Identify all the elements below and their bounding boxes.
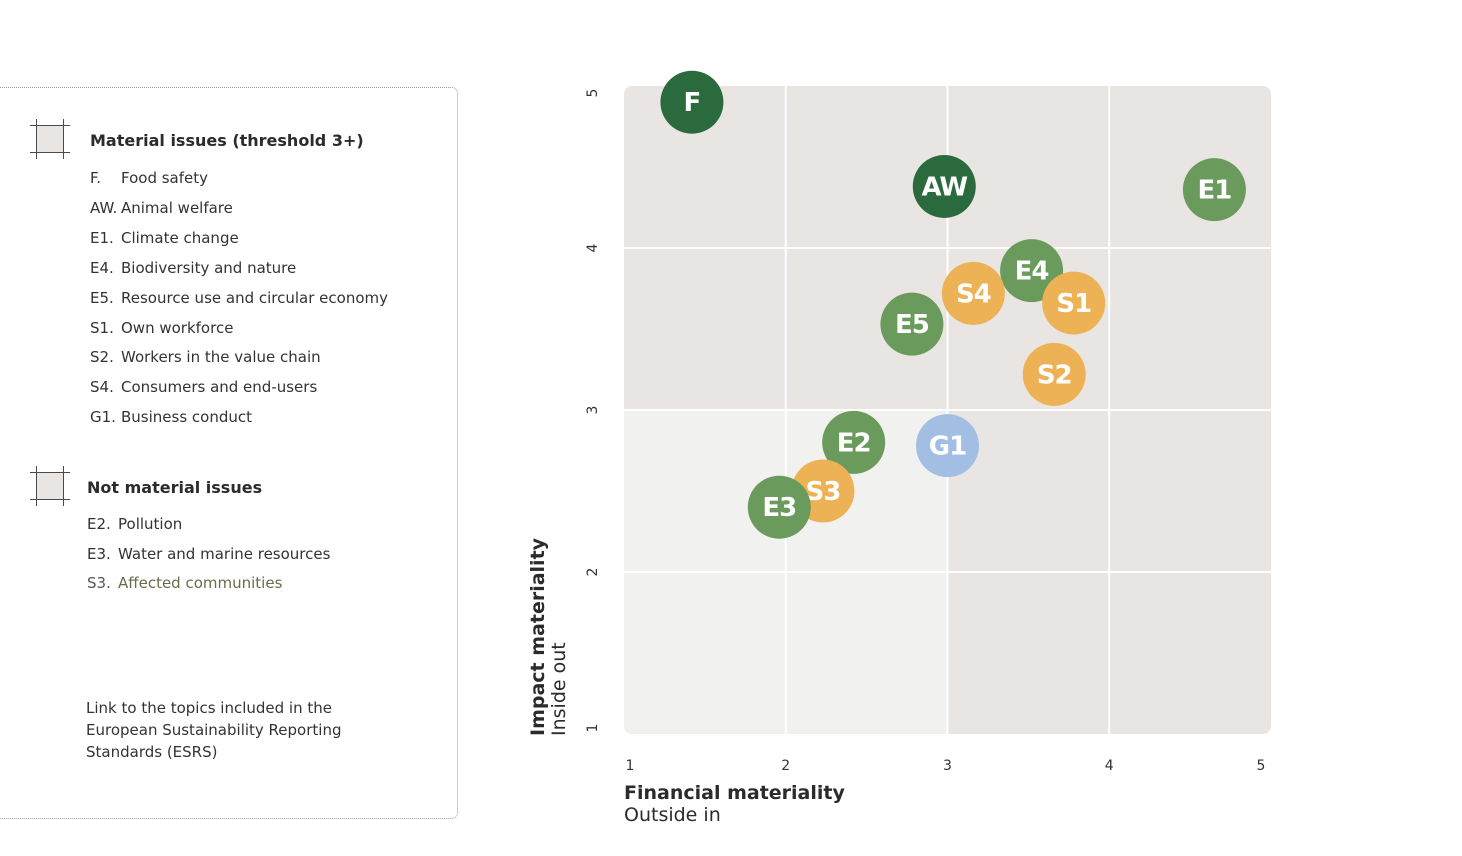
legend-item-code: S2. — [90, 348, 114, 367]
legend-item-code: E4. — [90, 258, 114, 277]
legend-item-label: Workers in the value chain — [121, 348, 321, 367]
legend-item-label: Animal welfare — [121, 198, 233, 217]
point-aw: AW — [912, 154, 976, 218]
x-tick-label: 1 — [626, 758, 635, 774]
point-s4: S4 — [941, 261, 1005, 325]
y-axis-title: Impact materiality — [527, 537, 549, 736]
legend-item-e3: E3. Water and marine resources — [87, 545, 330, 563]
y-tick-label: 4 — [585, 243, 601, 252]
point-label: E5 — [895, 310, 929, 340]
x-tick-label: 5 — [1257, 758, 1266, 774]
point-e2: E2 — [822, 410, 886, 474]
data-points: F AW E1 E4 S4 S1 E5 S2 G1 E2 S3 E3 — [660, 70, 1246, 539]
legend-item-e4: E4. Biodiversity and nature — [90, 259, 296, 277]
x-tick-label: 3 — [943, 758, 952, 774]
legend-item-label: Affected communities — [118, 574, 283, 592]
x-tick-label: 2 — [781, 758, 790, 774]
legend-item-e1: E1. Climate change — [90, 229, 239, 247]
x-axis-title: Financial materiality — [624, 782, 845, 804]
point-marker — [1042, 271, 1106, 335]
y-tick-label: 5 — [585, 89, 601, 98]
legend-item-code: E1. — [90, 228, 114, 247]
point-marker — [822, 410, 886, 474]
legend-item-label: Business conduct — [121, 408, 253, 427]
point-e3: E3 — [747, 475, 811, 539]
legend-item-s1: S1. Own workforce — [90, 319, 233, 337]
legend-item-label: Biodiversity and nature — [121, 258, 297, 277]
legend-item-label: Climate change — [121, 228, 239, 247]
point-label: E1 — [1197, 176, 1231, 206]
y-tick-label: 2 — [585, 568, 601, 577]
legend-item-code: E3. — [87, 544, 111, 563]
point-label: AW — [921, 172, 967, 202]
legend-item-f: F. Food safety — [90, 169, 208, 187]
legend-item-label: Consumers and end-users — [121, 378, 318, 397]
legend-item-label: Pollution — [118, 515, 183, 533]
legend-item-label: Own workforce — [121, 318, 234, 337]
point-e1: E1 — [1182, 158, 1246, 222]
point-marker — [912, 154, 976, 218]
legend-item-e5: E5. Resource use and circular economy — [90, 289, 388, 307]
y-axis-subtitle: Inside out — [548, 642, 570, 736]
legend-item-label: Food safety — [121, 169, 209, 187]
y-tick-label: 1 — [585, 724, 601, 733]
legend-item-s2: S2. Workers in the value chain — [90, 348, 321, 366]
legend-item-e2: E2. Pollution — [87, 515, 182, 533]
point-label: E2 — [837, 428, 871, 458]
legend-item-code: AW. — [90, 198, 118, 217]
legend-item-code: G1. — [90, 408, 116, 427]
point-g1: G1 — [916, 414, 979, 478]
point-marker — [1022, 342, 1086, 406]
esrs-footnote: Link to the topics included in the Europ… — [86, 699, 342, 761]
legend-panel — [0, 87, 458, 819]
point-s2: S2 — [1022, 342, 1086, 406]
point-label: G1 — [929, 432, 966, 462]
point-marker — [880, 292, 944, 356]
legend-item-code: S4. — [90, 378, 114, 397]
point-label: F — [684, 88, 701, 118]
legend-item-s3: S3. Affected communities — [87, 574, 282, 592]
material-square-icon — [30, 119, 70, 159]
legend-item-code: E5. — [90, 288, 114, 307]
point-f: F — [660, 70, 724, 134]
point-label: E3 — [762, 493, 796, 523]
point-marker — [747, 475, 811, 539]
point-marker — [916, 414, 979, 478]
point-marker — [941, 261, 1005, 325]
x-axis-subtitle: Outside in — [624, 804, 721, 826]
point-label: S4 — [956, 279, 991, 309]
legend-item-code: S1. — [90, 318, 114, 337]
y-tick-label: 3 — [585, 406, 601, 415]
point-label: S3 — [806, 477, 841, 507]
point-s1: S1 — [1042, 271, 1106, 335]
point-label: S1 — [1056, 289, 1091, 319]
point-marker — [660, 70, 724, 134]
material-issues-title: Material issues (threshold 3+) — [90, 131, 364, 150]
legend-item-label: Water and marine resources — [118, 544, 331, 563]
grid-lines — [624, 86, 1271, 734]
point-marker — [1182, 158, 1246, 222]
point-e5: E5 — [880, 292, 944, 356]
legend-item-code: F. — [90, 169, 101, 187]
x-tick-label: 4 — [1105, 758, 1114, 774]
point-label: S2 — [1037, 360, 1072, 390]
legend-item-s4: S4. Consumers and end-users — [90, 378, 317, 396]
legend-item-g1: G1. Business conduct — [90, 408, 252, 426]
legend-item-code: E2. — [87, 515, 111, 533]
not-material-square-icon — [30, 466, 70, 506]
legend-item-aw: AW. Animal welfare — [90, 199, 233, 217]
legend-item-code: S3. — [87, 574, 111, 592]
legend-item-label: Resource use and circular economy — [121, 288, 388, 307]
point-label: E4 — [1015, 257, 1049, 287]
not-material-issues-title: Not material issues — [87, 478, 263, 497]
